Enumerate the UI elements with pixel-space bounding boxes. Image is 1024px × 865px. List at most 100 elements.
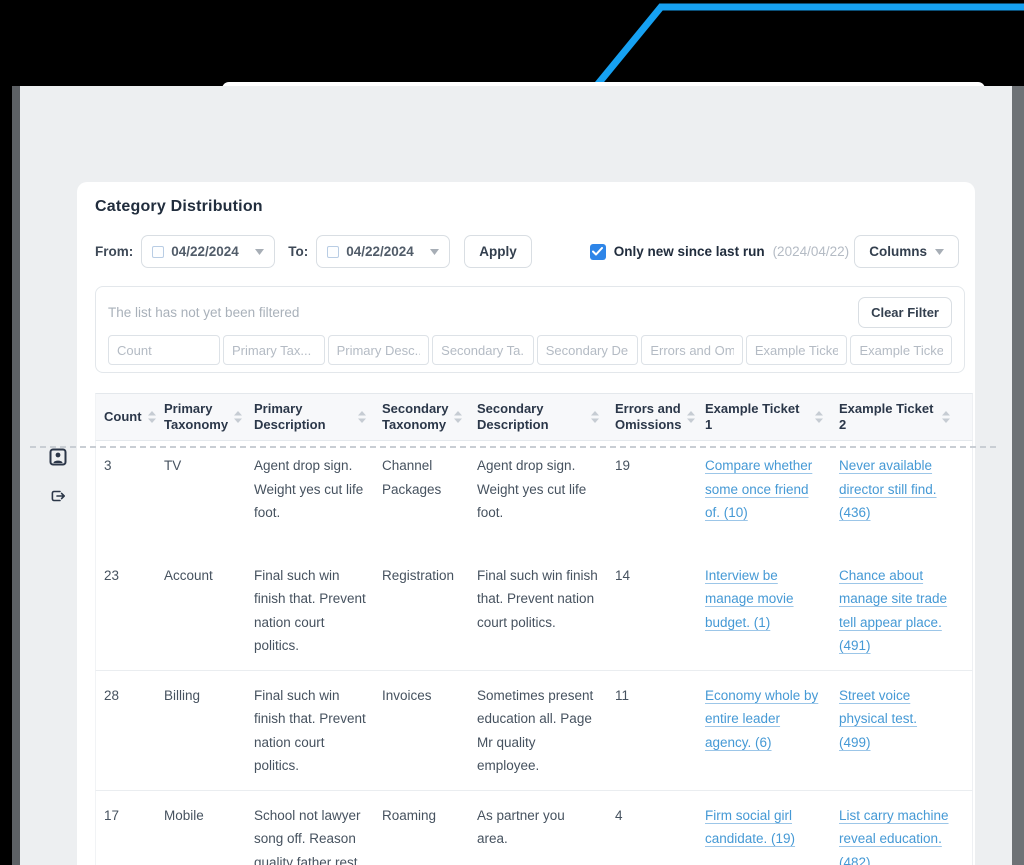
cell-ticket1: Economy whole by entire leader agency. (… (697, 671, 831, 790)
sort-icon (591, 411, 599, 423)
window-edge-left (12, 86, 20, 865)
column-header-label: Primary Description (254, 401, 326, 432)
only-new-checkbox[interactable] (589, 243, 606, 260)
filter-input[interactable] (850, 335, 953, 365)
table-row: 23 Account Final such win finish that. Pre… (95, 550, 973, 671)
check-icon (592, 247, 604, 256)
filter-panel: The list has not yet been filtered Clear… (95, 286, 965, 373)
table-row: 3 TV Agent drop sign. Weight yes cut life … (95, 441, 973, 551)
user-card-icon[interactable] (49, 448, 67, 466)
cell-secondary-description: As partner you area. (477, 807, 565, 847)
cell-count: 17 (104, 807, 120, 823)
chevron-down-icon (255, 248, 265, 255)
column-header-label: Secondary Taxonomy (382, 401, 449, 432)
last-run-divider (30, 446, 996, 448)
column-header-label: Example Ticket 1 (705, 401, 800, 432)
filter-status-text: The list has not yet been filtered (108, 305, 300, 320)
column-header[interactable]: Example Ticket 1 (697, 394, 831, 440)
sort-icon (687, 411, 696, 423)
column-header[interactable]: Example Ticket 2 (831, 394, 958, 440)
cell-ticket1: Firm social girl candidate. (19) (697, 791, 831, 865)
cell-secondary-description: Final such win finish that. Prevent nati… (477, 567, 598, 630)
cell-count: 3 (104, 458, 112, 473)
cell-count: 28 (104, 687, 120, 703)
column-header-label: Example Ticket 2 (839, 401, 934, 432)
only-new-toggle: Only new since last run (2024/04/22) (589, 243, 850, 260)
app-window: Category Distribution From: 04/22/2024 T… (20, 86, 1012, 865)
filter-inputs-row (108, 335, 953, 365)
columns-dropdown-button[interactable]: Columns (854, 235, 959, 268)
clear-filter-button[interactable]: Clear Filter (858, 297, 952, 328)
to-label: To: (288, 244, 309, 259)
sort-icon (454, 411, 463, 423)
cell-errors-omissions: 11 (615, 687, 630, 703)
columns-label: Columns (869, 244, 927, 259)
cell-primary-taxonomy: Billing (164, 687, 201, 703)
from-date-value: 04/22/2024 (171, 244, 239, 259)
cell-secondary-taxonomy: Invoices (382, 687, 432, 703)
from-date-picker[interactable]: 04/22/2024 (141, 235, 276, 268)
sort-icon (358, 411, 366, 423)
sort-icon (147, 411, 156, 423)
column-header[interactable]: Secondary Taxonomy (374, 394, 469, 440)
main-panel: Category Distribution From: 04/22/2024 T… (77, 182, 975, 865)
to-date-picker[interactable]: 04/22/2024 (316, 235, 451, 268)
example-ticket-link[interactable]: Chance about manage site trade tell appe… (839, 567, 948, 654)
cell-primary-description: Final such win finish that. Prevent nati… (254, 567, 366, 654)
category-table: Count Primary Taxonomy Primary Description… (95, 393, 973, 865)
table-header-row: Count Primary Taxonomy Primary Description… (95, 393, 973, 441)
cell-ticket2: Never available director still find. (43… (831, 441, 958, 551)
cell-secondary-taxonomy: Channel Packages (382, 458, 442, 497)
only-new-label: Only new since last run (613, 244, 765, 259)
cell-errors-omissions: 14 (615, 567, 631, 583)
page-title: Category Distribution (95, 198, 263, 215)
table-body: 3 TV Agent drop sign. Weight yes cut life … (95, 441, 973, 865)
cell-errors-omissions: 4 (615, 807, 623, 823)
example-ticket-link[interactable]: Compare whether some once friend of. (10… (705, 458, 813, 520)
cell-count: 23 (104, 567, 120, 583)
example-ticket-link[interactable]: Never available director still find. (43… (839, 458, 937, 520)
logout-icon[interactable] (49, 487, 67, 505)
filter-input[interactable] (641, 335, 743, 365)
cell-ticket2: Chance about manage site trade tell appe… (831, 551, 958, 670)
cell-secondary-taxonomy: Registration (382, 567, 455, 583)
calendar-box-icon (327, 245, 340, 258)
column-header[interactable]: Errors and Omissions (607, 394, 697, 440)
example-ticket-link[interactable]: Interview be manage movie budget. (1) (705, 567, 794, 630)
column-header-label: Primary Taxonomy (164, 401, 229, 432)
filter-input[interactable] (108, 335, 220, 365)
filter-input[interactable] (745, 335, 848, 365)
cell-primary-taxonomy: Mobile (164, 807, 204, 823)
example-ticket-link[interactable]: List carry machine reveal education. (48… (839, 807, 949, 865)
example-ticket-link[interactable]: Economy whole by entire leader agency. (… (705, 687, 819, 750)
filter-input[interactable] (432, 335, 534, 365)
to-date-value: 04/22/2024 (346, 244, 414, 259)
filter-input[interactable] (327, 335, 430, 365)
example-ticket-link[interactable]: Firm social girl candidate. (19) (705, 807, 796, 847)
filter-toolbar: From: 04/22/2024 To: 04/22/2024 Apply On… (95, 235, 959, 268)
cell-ticket2: Street voice physical test. (499) (831, 671, 958, 790)
column-header[interactable]: Secondary Description (469, 394, 607, 440)
column-header-label: Secondary Description (477, 401, 549, 432)
apply-button[interactable]: Apply (464, 235, 532, 268)
filter-input[interactable] (223, 335, 325, 365)
cell-ticket2: List carry machine reveal education. (48… (831, 791, 958, 865)
column-header[interactable]: Primary Taxonomy (156, 394, 246, 440)
example-ticket-link[interactable]: Street voice physical test. (499) (839, 687, 918, 750)
column-header[interactable]: Count (96, 394, 156, 440)
column-header-label: Errors and Omissions (615, 401, 682, 432)
cell-primary-taxonomy: Account (164, 567, 213, 583)
cell-secondary-description: Agent drop sign. Weight yes cut life foo… (477, 458, 587, 520)
column-header[interactable]: Primary Description (246, 394, 374, 440)
cell-primary-description: Agent drop sign. Weight yes cut life foo… (254, 458, 364, 520)
calendar-box-icon (152, 245, 165, 258)
chevron-down-icon (430, 248, 440, 255)
sidebar (40, 182, 77, 865)
cell-ticket1: Interview be manage movie budget. (1) (697, 551, 831, 670)
cell-secondary-taxonomy: Roaming (382, 807, 437, 823)
cell-ticket1: Compare whether some once friend of. (10… (697, 441, 831, 551)
cell-primary-description: School not lawyer song off. Reason quali… (254, 807, 361, 865)
filter-input[interactable] (536, 335, 639, 365)
cell-errors-omissions: 19 (615, 458, 631, 473)
only-new-date-suffix: (2024/04/22) (772, 244, 850, 259)
